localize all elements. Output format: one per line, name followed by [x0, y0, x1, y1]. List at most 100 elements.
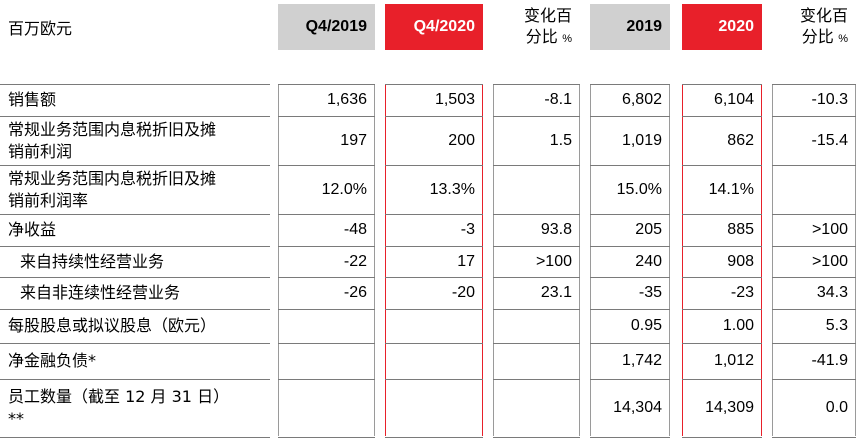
column-frame-2019 — [590, 84, 670, 436]
row-label: ** — [8, 409, 24, 428]
row-divider — [493, 309, 580, 310]
column-frame-quarter-change — [493, 84, 580, 436]
row-divider — [278, 437, 375, 438]
row-divider — [385, 309, 483, 310]
row-divider — [385, 379, 483, 380]
row-divider — [682, 309, 762, 310]
header-q4-2019-text: Q4/2019 — [305, 18, 367, 35]
cell-y2019: 1,019 — [621, 132, 662, 149]
row-divider — [385, 84, 483, 85]
row-divider — [682, 277, 762, 278]
table-row: 员工数量（截至 12 月 31 日） ** 14,304 14,309 0.0 — [0, 379, 856, 437]
row-divider — [772, 214, 856, 215]
cell-y2020: 885 — [727, 221, 754, 238]
table-row: 常规业务范围内息税折旧及摊 销前利润 197 200 1.5 1,019 862 -15.4 — [0, 116, 856, 165]
cell-y-change: >100 — [811, 221, 848, 238]
table-row: 净金融负债* 1,742 1,012 -41.9 — [0, 343, 856, 379]
row-divider — [590, 84, 670, 85]
row-divider — [590, 116, 670, 117]
header-year-change-line2: 分比 % — [772, 27, 848, 50]
row-divider — [385, 277, 483, 278]
row-label: 每股股息或拟议股息（欧元） — [8, 316, 217, 335]
cell-y2019: 14,304 — [613, 399, 662, 416]
header-quarter-change: 变化百 分比 % — [493, 4, 580, 50]
header-2020: 2020 — [682, 4, 762, 50]
cell-q-change: 93.8 — [540, 221, 572, 238]
cell-y-change: -41.9 — [811, 352, 848, 369]
row-divider — [278, 343, 375, 344]
row-divider — [590, 379, 670, 380]
row-divider — [278, 165, 375, 166]
table-row: 常规业务范围内息税折旧及摊 销前利润率 12.0% 13.3% 15.0% 14.1% — [0, 165, 856, 214]
row-divider — [772, 277, 856, 278]
row-divider — [0, 309, 270, 310]
cell-y-change: 5.3 — [825, 317, 848, 334]
row-divider — [590, 165, 670, 166]
row-divider — [0, 437, 270, 438]
header-year-change-line1: 变化百 — [799, 8, 848, 25]
header-year-change-text: 分比 — [801, 29, 834, 46]
table-row: 净收益 -48 -3 93.8 205 885 >100 — [0, 214, 856, 246]
cell-y-change: >100 — [811, 253, 848, 270]
row-label: 常规业务范围内息税折旧及摊 — [8, 120, 217, 139]
cell-q4-2020: 200 — [448, 132, 475, 149]
cell-y2019: -35 — [638, 284, 662, 301]
cell-y2019: 6,802 — [621, 91, 662, 108]
row-divider — [278, 116, 375, 117]
row-divider — [493, 165, 580, 166]
header-quarter-change-line1: 变化百 — [523, 8, 572, 25]
row-divider — [590, 437, 670, 438]
row-divider — [278, 277, 375, 278]
cell-y2020: -23 — [730, 284, 754, 301]
cell-y-change: 0.0 — [825, 399, 848, 416]
cell-y2020: 908 — [727, 253, 754, 270]
header-q4-2020-text: Q4/2020 — [413, 18, 475, 35]
row-divider — [385, 343, 483, 344]
row-divider — [590, 343, 670, 344]
row-divider — [590, 246, 670, 247]
row-divider — [493, 214, 580, 215]
row-divider — [772, 343, 856, 344]
column-frame-q4-2019 — [278, 84, 375, 436]
row-divider — [278, 379, 375, 380]
row-divider — [278, 309, 375, 310]
cell-y2019: 1,742 — [621, 352, 662, 369]
row-divider — [682, 437, 762, 438]
row-divider — [493, 246, 580, 247]
header-quarter-change-unit: % — [562, 33, 572, 45]
cell-y2019: 240 — [635, 253, 662, 270]
cell-y2020: 862 — [727, 132, 754, 149]
row-divider — [772, 379, 856, 380]
cell-q4-2020: -20 — [451, 284, 475, 301]
row-label: 来自持续性经营业务 — [20, 252, 165, 271]
cell-y2020: 14,309 — [705, 399, 754, 416]
column-frame-q4-2020 — [385, 84, 483, 436]
row-divider — [0, 379, 270, 380]
cell-q4-2020: 1,503 — [434, 91, 475, 108]
cell-q4-2020: 17 — [457, 253, 475, 270]
cell-y-change: -15.4 — [811, 132, 848, 149]
header-quarter-change-line2: 分比 % — [493, 27, 572, 50]
row-divider — [772, 116, 856, 117]
row-divider — [682, 165, 762, 166]
row-divider — [0, 343, 270, 344]
header-q4-2020: Q4/2020 — [385, 4, 483, 50]
row-divider — [682, 379, 762, 380]
row-divider — [493, 343, 580, 344]
row-divider — [493, 116, 580, 117]
row-divider — [385, 116, 483, 117]
cell-y2020: 1,012 — [713, 352, 754, 369]
row-divider — [278, 84, 375, 85]
row-divider — [493, 277, 580, 278]
header-2019-text: 2019 — [626, 18, 662, 35]
row-label: 销售额 — [8, 90, 57, 109]
cell-y2020: 6,104 — [713, 91, 754, 108]
header-year-change: 变化百 分比 % — [772, 4, 856, 50]
cell-y2019: 15.0% — [616, 181, 662, 198]
row-divider — [0, 84, 270, 85]
cell-y-change: 34.3 — [816, 284, 848, 301]
row-divider — [385, 437, 483, 438]
row-divider — [682, 214, 762, 215]
row-label: 净金融负债* — [8, 351, 97, 370]
cell-y2020: 14.1% — [708, 181, 754, 198]
